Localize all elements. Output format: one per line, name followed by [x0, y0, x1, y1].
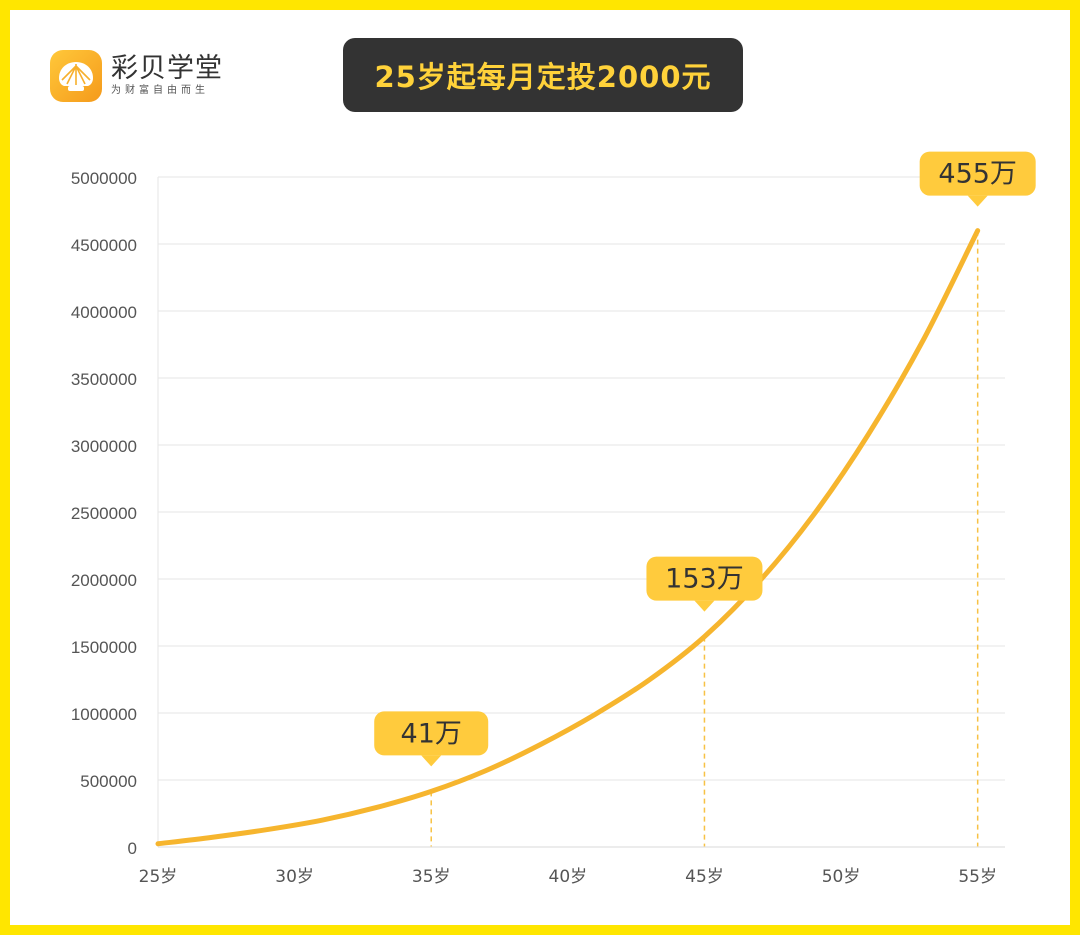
line-chart: 0 500000 1000000 1500000 2000000 2500000 30000…	[71, 151, 1036, 887]
y-tick-label: 3500000	[71, 370, 137, 389]
brand-name: 彩贝学堂	[111, 53, 223, 84]
brand-slogan: 为财富自由而生	[111, 85, 209, 96]
chart-title-box: 25岁起每月定投2000元	[343, 38, 743, 112]
callout-box	[919, 151, 1036, 196]
series	[155, 228, 981, 847]
data-label: 41万	[401, 718, 462, 749]
brand-logo: 彩贝学堂 为财富自由而生	[50, 50, 223, 102]
y-tick-label: 4500000	[71, 236, 137, 255]
y-tick-label: 0	[128, 839, 137, 858]
callout-pointer	[967, 195, 988, 207]
data-label: 455万	[938, 159, 1017, 190]
annotations: 41万 153万 455万	[374, 151, 1036, 767]
x-tick-label: 25岁	[139, 867, 178, 887]
x-tick-label: 40岁	[549, 867, 588, 887]
data-label: 153万	[665, 564, 744, 595]
y-tick-label: 1000000	[71, 705, 137, 724]
y-tick-label: 500000	[80, 772, 137, 791]
series-line	[155, 228, 981, 847]
guide-lines	[430, 230, 979, 847]
callout-pointer	[694, 600, 715, 612]
grid-lines	[158, 176, 1005, 781]
x-tick-label: 45岁	[685, 867, 724, 887]
callout-box	[646, 556, 763, 601]
callout-pointer	[421, 755, 442, 767]
y-tick-label: 3000000	[71, 437, 137, 456]
x-tick-label: 35岁	[412, 867, 451, 887]
callout-box	[374, 711, 489, 756]
chart-title: 25岁起每月定投2000元	[374, 60, 712, 94]
x-tick-label: 50岁	[822, 867, 861, 887]
chart-frame: 彩贝学堂 为财富自由而生 25岁起每月定投2000元 0 500000 100000…	[10, 10, 1070, 925]
y-tick-label: 5000000	[71, 169, 137, 188]
x-tick-label: 55岁	[958, 867, 997, 887]
shell-icon	[50, 50, 102, 102]
x-tick-label: 30岁	[275, 867, 314, 887]
y-tick-label: 2000000	[71, 571, 137, 590]
y-tick-label: 2500000	[71, 504, 137, 523]
y-tick-label: 4000000	[71, 303, 137, 322]
y-tick-label: 1500000	[71, 638, 137, 657]
axes: 0 500000 1000000 1500000 2000000 2500000 30000…	[71, 169, 1005, 887]
